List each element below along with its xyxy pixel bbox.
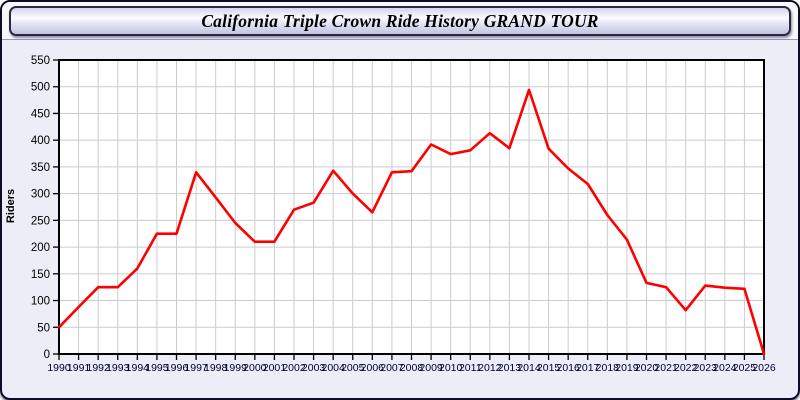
svg-text:2020: 2020 (635, 362, 659, 374)
svg-text:2018: 2018 (596, 362, 620, 374)
svg-text:450: 450 (31, 108, 50, 120)
svg-text:2000: 2000 (243, 362, 267, 374)
svg-text:300: 300 (31, 189, 50, 201)
chart-title: California Triple Crown Ride History GRA… (201, 10, 599, 31)
svg-text:2019: 2019 (615, 362, 639, 374)
svg-text:2024: 2024 (713, 362, 737, 374)
svg-text:1995: 1995 (145, 362, 169, 374)
y-axis-title: Riders (5, 188, 17, 224)
plot-border (58, 59, 765, 355)
svg-text:2017: 2017 (576, 362, 600, 374)
svg-text:1992: 1992 (86, 362, 110, 374)
svg-text:550: 550 (31, 55, 50, 67)
svg-text:2009: 2009 (419, 362, 443, 374)
svg-text:2013: 2013 (498, 362, 522, 374)
svg-text:1999: 1999 (224, 362, 248, 374)
svg-text:2008: 2008 (400, 362, 424, 374)
svg-text:2003: 2003 (302, 362, 326, 374)
svg-text:2002: 2002 (282, 362, 306, 374)
svg-text:150: 150 (31, 269, 50, 281)
svg-text:2016: 2016 (556, 362, 580, 374)
svg-text:2006: 2006 (361, 362, 385, 374)
svg-text:1998: 1998 (204, 362, 228, 374)
svg-text:2021: 2021 (654, 362, 678, 374)
svg-text:400: 400 (31, 135, 50, 147)
title-bar: California Triple Crown Ride History GRA… (9, 6, 791, 36)
svg-text:2025: 2025 (733, 362, 757, 374)
data-line-riders (57, 88, 766, 356)
svg-text:200: 200 (31, 242, 50, 254)
svg-text:500: 500 (31, 82, 50, 94)
svg-text:2012: 2012 (478, 362, 502, 374)
svg-text:1994: 1994 (126, 362, 150, 374)
svg-text:2023: 2023 (694, 362, 718, 374)
svg-text:2007: 2007 (380, 362, 404, 374)
x-axis: 1990199119921993199419951996199719981999… (47, 354, 776, 374)
svg-text:1991: 1991 (67, 362, 91, 374)
y-axis: 0 50 100 150 200 250 300 350 400 450 500 550 (31, 55, 59, 361)
svg-text:2022: 2022 (674, 362, 698, 374)
svg-text:100: 100 (31, 296, 50, 308)
svg-text:2005: 2005 (341, 362, 365, 374)
svg-text:2015: 2015 (537, 362, 561, 374)
svg-text:2010: 2010 (439, 362, 463, 374)
svg-text:350: 350 (31, 162, 50, 174)
svg-text:2004: 2004 (321, 362, 345, 374)
svg-text:2014: 2014 (517, 362, 541, 374)
svg-text:1993: 1993 (106, 362, 130, 374)
svg-text:1996: 1996 (165, 362, 189, 374)
svg-text:250: 250 (31, 215, 50, 227)
svg-text:2001: 2001 (263, 362, 287, 374)
svg-text:1990: 1990 (47, 362, 71, 374)
svg-text:1997: 1997 (184, 362, 208, 374)
svg-text:0: 0 (44, 349, 50, 361)
svg-text:2026: 2026 (752, 362, 776, 374)
svg-text:2011: 2011 (459, 362, 482, 374)
svg-text:50: 50 (37, 322, 50, 334)
